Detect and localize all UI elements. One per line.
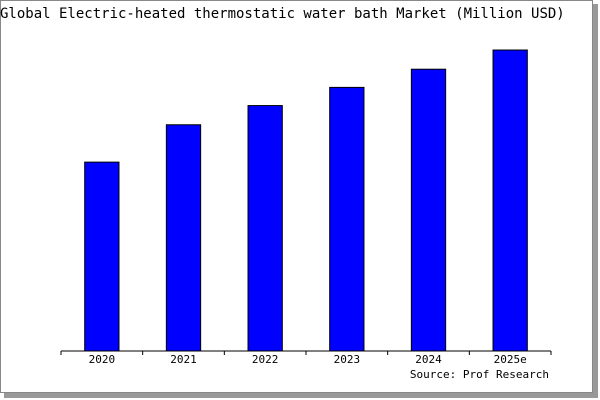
chart-title: Global Electric-heated thermostatic wate… bbox=[0, 6, 565, 22]
bar bbox=[247, 105, 283, 352]
bar bbox=[410, 68, 447, 352]
source-note: Source: Prof Research bbox=[410, 368, 549, 381]
x-tick-label: 2020 bbox=[89, 353, 116, 366]
bar bbox=[165, 124, 202, 352]
x-tick-label: 2021 bbox=[170, 353, 197, 366]
x-tick-label: 2025e bbox=[494, 353, 527, 366]
bar bbox=[84, 161, 120, 352]
bar bbox=[329, 86, 365, 352]
x-tick-label: 2022 bbox=[252, 353, 279, 366]
x-tick-label: 2023 bbox=[334, 353, 361, 366]
bar bbox=[492, 49, 528, 352]
x-tick-label: 2024 bbox=[415, 353, 442, 366]
